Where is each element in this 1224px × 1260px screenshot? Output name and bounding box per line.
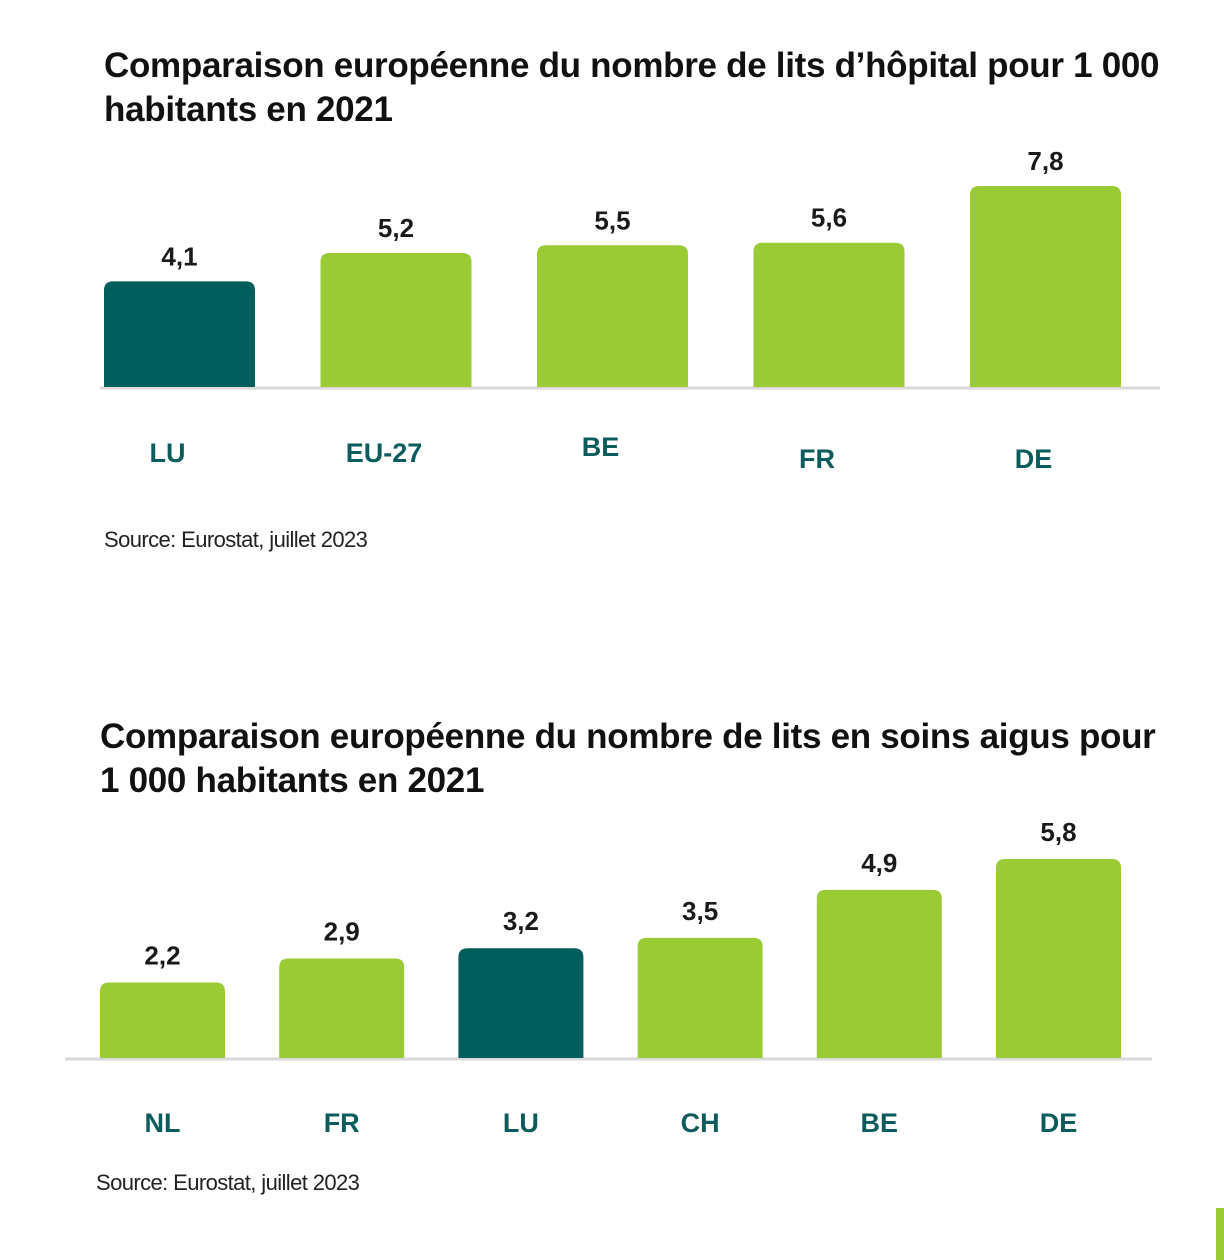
value-label-lu: 4,1 [161, 241, 197, 271]
category-label-de: DE [1015, 444, 1053, 474]
category-label-lu: LU [150, 438, 186, 468]
bar-be [816, 889, 942, 1058]
bar-eu-27 [320, 253, 472, 387]
value-label-ch: 3,5 [682, 896, 718, 926]
chart-2-bars [100, 859, 1121, 1058]
value-label-be: 5,5 [594, 205, 630, 235]
chart-2-category-labels: NL FR LU CH BE DE [145, 1108, 1078, 1138]
chart-1-value-labels: 4,1 5,2 5,5 5,6 7,8 [161, 146, 1063, 271]
category-label-be: BE [861, 1108, 899, 1138]
chart-1-bars [104, 186, 1121, 387]
value-label-eu-27: 5,2 [378, 213, 414, 243]
bar-nl [100, 982, 225, 1058]
chart-1-title: Comparaison européenne du nombre de lits… [104, 46, 1160, 129]
bar-lu [104, 281, 255, 387]
category-label-de: DE [1040, 1108, 1078, 1138]
bar-ch [637, 937, 763, 1058]
value-label-de: 5,8 [1040, 817, 1076, 847]
chart-1-category-labels: LU EU-27 BE FR DE [150, 432, 1053, 474]
bar-be [537, 245, 688, 387]
category-label-ch: CH [681, 1108, 720, 1138]
chart-1-source: Source: Eurostat, juillet 2023 [104, 527, 368, 552]
category-label-fr: FR [324, 1108, 360, 1138]
chart-2-title: Comparaison européenne du nombre de lits… [100, 717, 1156, 800]
bar-de [970, 186, 1121, 387]
chart-2-source: Source: Eurostat, juillet 2023 [96, 1170, 360, 1195]
chart-2-value-labels: 2,2 2,9 3,2 3,5 4,9 5,8 [144, 817, 1076, 971]
category-label-eu-27: EU-27 [346, 438, 423, 468]
value-label-de: 7,8 [1027, 146, 1063, 176]
chart-2-acute-care-beds: 2,2 2,9 3,2 3,5 4,9 5,8 NL FR LU CH BE DE [65, 817, 1152, 1138]
value-label-fr: 2,9 [324, 917, 360, 947]
bar-lu [458, 948, 584, 1058]
bar-de [996, 859, 1121, 1058]
category-label-lu: LU [503, 1108, 539, 1138]
value-label-be: 4,9 [861, 848, 897, 878]
bar-fr [279, 958, 405, 1058]
category-label-fr: FR [799, 444, 835, 474]
chart-1-hospital-beds: 4,1 5,2 5,5 5,6 7,8 LU EU-27 BE FR DE [100, 146, 1160, 474]
value-label-lu: 3,2 [503, 906, 539, 936]
bar-fr [753, 242, 905, 387]
value-label-nl: 2,2 [144, 941, 180, 971]
category-label-nl: NL [145, 1108, 181, 1138]
value-label-fr: 5,6 [811, 203, 847, 233]
page-accent-bar [1216, 1208, 1224, 1260]
category-label-be: BE [582, 432, 620, 462]
